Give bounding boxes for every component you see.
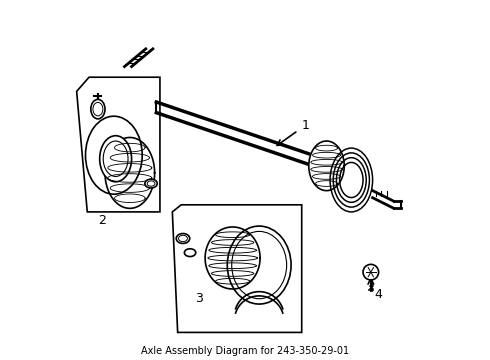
Polygon shape bbox=[309, 141, 344, 191]
Polygon shape bbox=[205, 227, 260, 289]
Polygon shape bbox=[105, 138, 155, 208]
Ellipse shape bbox=[145, 179, 157, 188]
Ellipse shape bbox=[333, 153, 369, 207]
Text: Axle Assembly Diagram for 243-350-29-01: Axle Assembly Diagram for 243-350-29-01 bbox=[141, 346, 349, 356]
Circle shape bbox=[363, 264, 379, 280]
Ellipse shape bbox=[103, 141, 128, 176]
Ellipse shape bbox=[340, 162, 363, 198]
Ellipse shape bbox=[330, 148, 372, 212]
Ellipse shape bbox=[91, 99, 105, 119]
Ellipse shape bbox=[337, 158, 366, 202]
Ellipse shape bbox=[232, 231, 287, 299]
Ellipse shape bbox=[176, 234, 190, 243]
Text: 3: 3 bbox=[196, 292, 203, 305]
Ellipse shape bbox=[93, 102, 103, 116]
Ellipse shape bbox=[227, 226, 291, 304]
Text: 2: 2 bbox=[98, 214, 106, 227]
Ellipse shape bbox=[147, 181, 155, 186]
Ellipse shape bbox=[99, 136, 132, 182]
Text: 4: 4 bbox=[374, 288, 382, 301]
Ellipse shape bbox=[178, 235, 187, 242]
Text: 1: 1 bbox=[302, 118, 310, 132]
Ellipse shape bbox=[184, 249, 196, 257]
Ellipse shape bbox=[85, 116, 142, 194]
